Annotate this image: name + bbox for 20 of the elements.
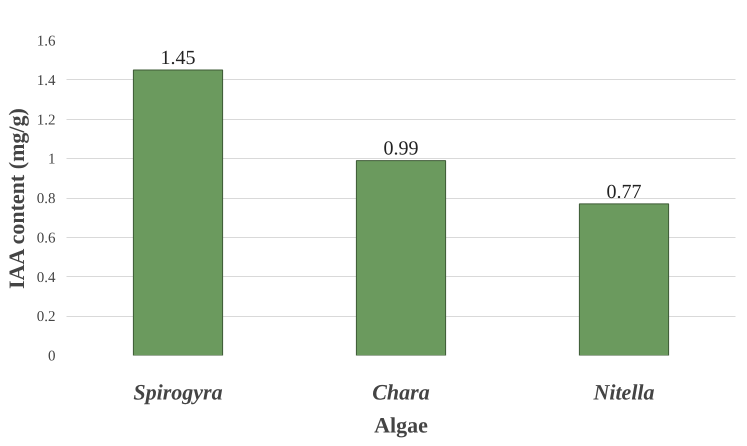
- x-tick-label: Nitella: [592, 380, 655, 404]
- y-tick-label: 1.6: [36, 34, 56, 50]
- y-tick-label: 1.2: [36, 112, 56, 128]
- x-tick-label: Spirogyra: [133, 380, 223, 404]
- bar: [578, 203, 670, 356]
- y-tick-label: 0.8: [36, 191, 56, 207]
- data-label: 0.77: [606, 180, 642, 203]
- x-tick-label: Chara: [372, 380, 430, 404]
- y-tick-label: 0.2: [36, 309, 56, 326]
- y-tick-label: 1.4: [36, 72, 56, 89]
- y-tick-label: 0: [48, 348, 56, 364]
- data-label: 1.45: [160, 47, 196, 70]
- y-tick-label: 0.6: [36, 230, 56, 246]
- y-tick-label: 0.4: [36, 270, 56, 286]
- y-axis-title: IAA content (mg/g): [4, 108, 29, 290]
- x-axis-title: Algae: [374, 412, 428, 438]
- bar: [132, 70, 224, 356]
- y-tick-label: 1: [48, 152, 56, 168]
- bar: [356, 160, 446, 356]
- data-label: 0.99: [384, 138, 418, 160]
